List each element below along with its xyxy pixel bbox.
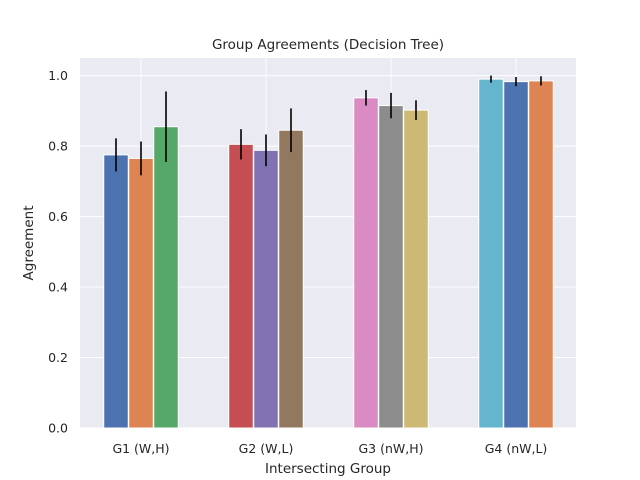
bar: [378, 105, 404, 429]
x-axis-label: Intersecting Group: [265, 461, 391, 477]
bar: [503, 81, 529, 429]
bars: [103, 78, 554, 429]
x-tick-label: G4 (nW,L): [485, 441, 548, 456]
error-bars: [115, 75, 542, 176]
bar: [253, 149, 279, 429]
x-tick-label: G3 (nW,H): [358, 441, 423, 456]
bar: [103, 154, 129, 429]
y-tick-label: 0.2: [48, 350, 68, 365]
x-tick-label: G1 (W,H): [112, 441, 169, 456]
bar: [278, 129, 304, 429]
y-tick-label: 0.4: [48, 280, 68, 295]
x-tick-label: G2 (W,L): [239, 441, 294, 456]
y-axis-label: Agreement: [21, 206, 37, 281]
bar: [228, 143, 254, 429]
chart-title: Group Agreements (Decision Tree): [212, 37, 444, 53]
bar: [528, 80, 554, 429]
bar: [153, 126, 179, 429]
y-tick-labels: 0.0 0.2 0.4 0.6 0.8 1.0: [48, 68, 68, 435]
y-tick-label: 0.8: [48, 139, 68, 154]
y-tick-label: 0.6: [48, 209, 68, 224]
bar: [353, 97, 379, 429]
y-tick-label: 1.0: [48, 68, 68, 83]
y-tick-label: 0.0: [48, 421, 68, 436]
bar: [128, 157, 154, 429]
bar: [478, 78, 504, 429]
x-tick-labels: G1 (W,H) G2 (W,L) G3 (nW,H) G4 (nW,L): [112, 441, 547, 456]
bar: [403, 109, 429, 429]
